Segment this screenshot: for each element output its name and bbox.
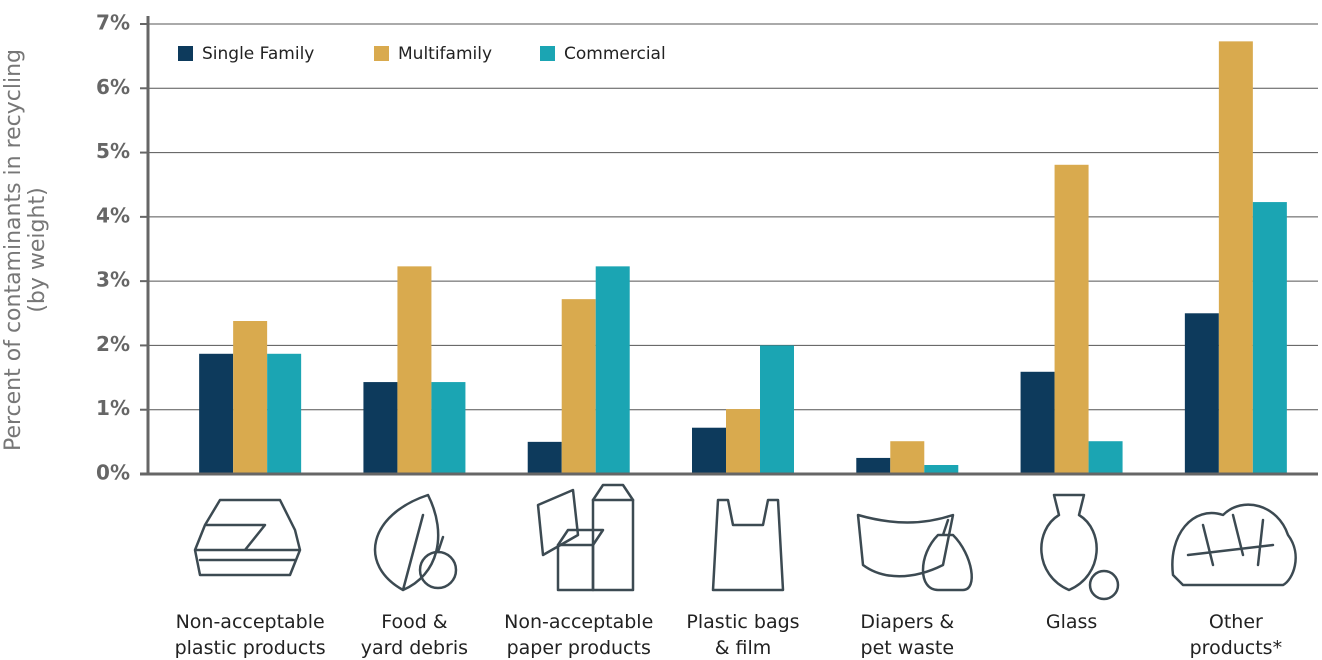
category-icons: [193, 483, 1297, 601]
bar: [890, 441, 925, 474]
y-tick-label: 2%: [96, 332, 130, 356]
y-tick-label: 5%: [96, 139, 130, 163]
x-tick-label-line: Plastic bags: [686, 611, 799, 633]
bar: [233, 321, 268, 474]
bar: [267, 353, 302, 474]
legend-label: Multifamily: [398, 44, 492, 64]
x-tick-label-line: products*: [1190, 637, 1282, 659]
bar: [1054, 164, 1089, 475]
bar: [199, 353, 234, 474]
bar: [1184, 313, 1219, 474]
bar: [1088, 441, 1123, 474]
y-tick-label: 4%: [96, 203, 130, 227]
x-tick-label-line: Non-acceptable: [504, 611, 653, 633]
x-tick-label: Other products*: [1190, 611, 1282, 659]
y-axis-label-line: (by weight): [25, 187, 50, 312]
bar: [760, 345, 794, 474]
y-tick-label: 1%: [96, 396, 130, 420]
y-tick-label: 6%: [96, 75, 130, 99]
x-tick-label-line: Non-acceptable: [176, 611, 325, 633]
bar: [1020, 371, 1055, 474]
y-axis-label: Percent of contaminants in recycling(by …: [1, 49, 50, 451]
bar: [363, 382, 398, 474]
bar: [692, 427, 726, 474]
legend-label: Single Family: [202, 44, 314, 64]
x-tick-label-line: Other: [1209, 611, 1263, 633]
y-tick-label: 3%: [96, 268, 130, 292]
y-tick-label: 7%: [96, 11, 130, 35]
x-tick-label-line: plastic products: [175, 637, 326, 659]
legend-swatch: [374, 46, 389, 61]
legend-swatch: [540, 46, 555, 61]
bar: [595, 266, 630, 474]
y-axis-label-line: Percent of contaminants in recycling: [1, 49, 26, 451]
x-tick-label: Non-acceptable paper products: [504, 611, 653, 659]
bar: [726, 409, 760, 474]
x-tick-label-line: Food &: [381, 611, 448, 633]
bar: [431, 382, 466, 474]
x-tick-label: Food & yard debris: [361, 611, 468, 659]
x-tick-label: Plastic bags & film: [686, 611, 799, 659]
x-tick-label: Diapers & pet waste: [860, 611, 954, 659]
x-tick-label-line: Diapers &: [860, 611, 954, 633]
legend-label: Commercial: [564, 44, 666, 64]
x-tick-label-line: Glass: [1046, 611, 1097, 633]
bar: [856, 457, 891, 474]
x-tick-label: Glass: [1046, 611, 1097, 633]
x-tick-label-line: pet waste: [861, 637, 954, 659]
bar: [397, 266, 432, 474]
legend-swatch: [178, 46, 193, 61]
x-tick-label: Non-acceptable plastic products: [175, 611, 326, 659]
y-tick-label: 0%: [96, 461, 130, 485]
x-tick-label-line: paper products: [507, 637, 651, 659]
x-tick-label-line: & film: [715, 637, 772, 659]
bar: [1218, 41, 1253, 474]
bar: [1252, 202, 1287, 475]
bar: [924, 465, 959, 474]
bar: [561, 299, 596, 474]
bar: [527, 441, 562, 474]
x-tick-label-line: yard debris: [361, 637, 468, 659]
